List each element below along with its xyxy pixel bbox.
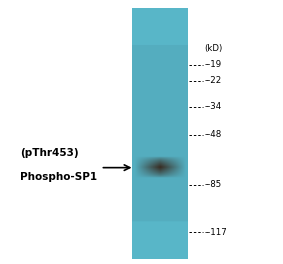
Text: --34: --34 xyxy=(204,102,222,111)
Text: --22: --22 xyxy=(204,76,222,85)
Text: --85: --85 xyxy=(204,180,222,189)
Text: --117: --117 xyxy=(204,228,227,237)
Text: Phospho-SP1: Phospho-SP1 xyxy=(20,172,97,182)
Text: (pThr453): (pThr453) xyxy=(20,148,78,158)
Text: (kD): (kD) xyxy=(204,44,223,53)
Text: --48: --48 xyxy=(204,130,222,139)
Text: --19: --19 xyxy=(204,60,222,69)
